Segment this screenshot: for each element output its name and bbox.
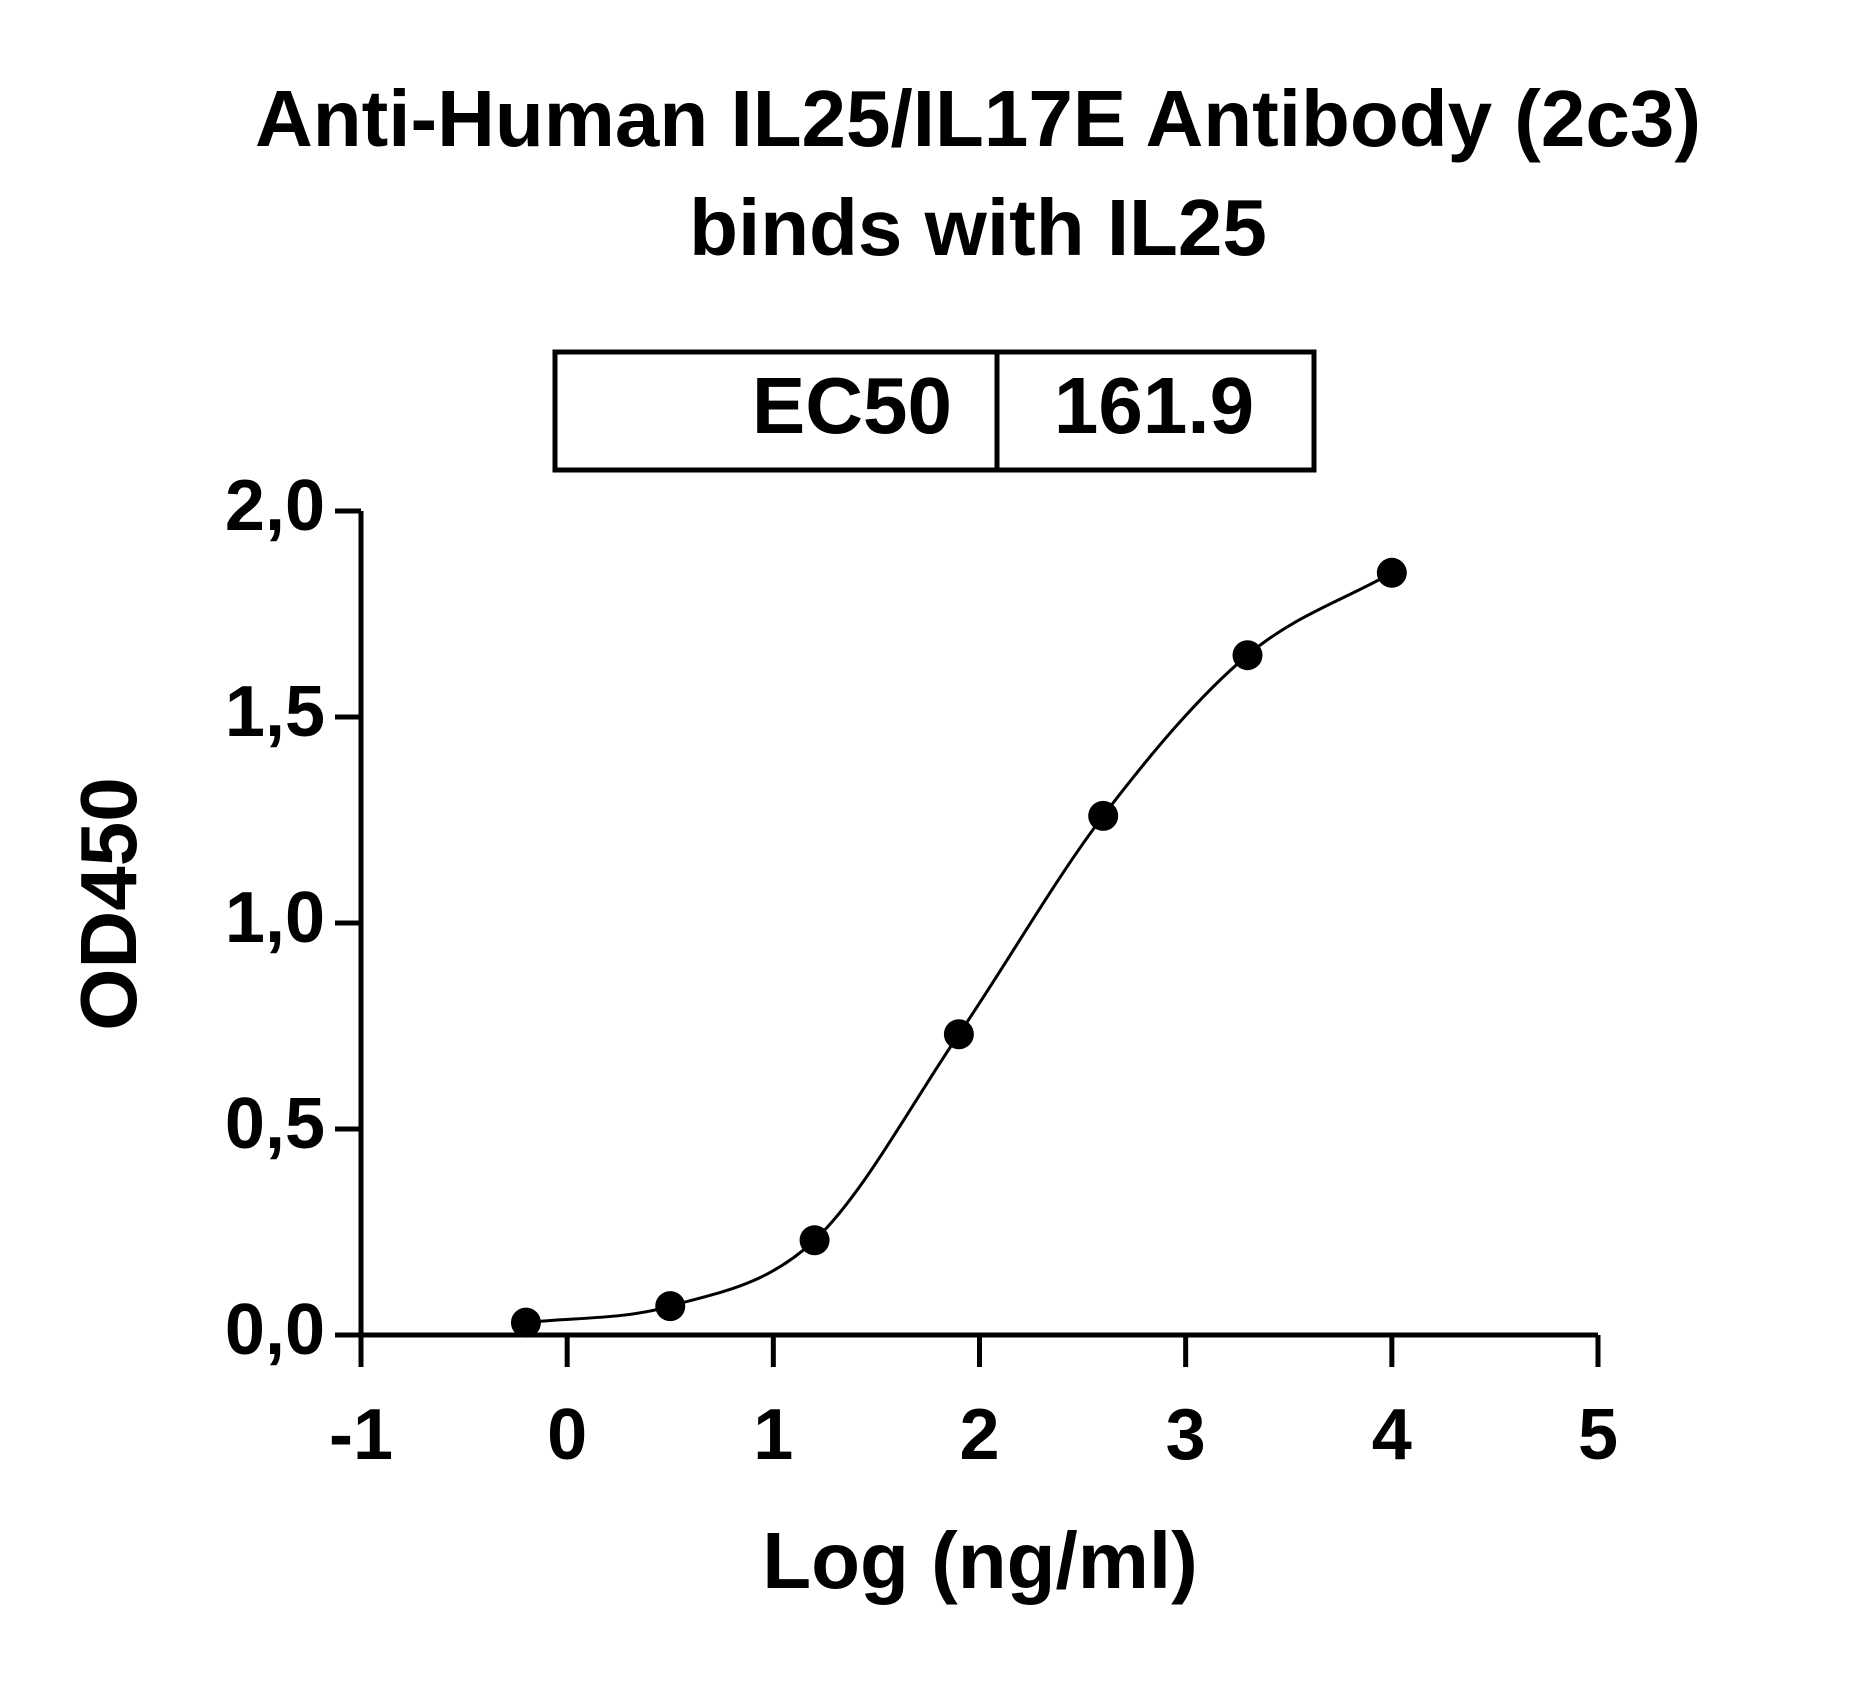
chart-title: Anti-Human IL25/IL17E Antibody (2c3) [255,74,1701,163]
x-tick-label: 1 [753,1395,793,1475]
ec50-label: EC50 [752,361,952,450]
data-point [510,1307,541,1338]
x-tick-label: 2 [959,1395,999,1475]
data-point [1376,557,1407,588]
y-tick-label: 2,0 [225,466,325,546]
y-axis-label: OD450 [64,777,153,1030]
y-tick-label: 1,5 [225,672,325,752]
y-tick-label: 1,0 [225,878,325,958]
data-point [799,1225,830,1256]
ec50-value: 161.9 [1054,361,1254,450]
x-tick-label: -1 [329,1395,393,1475]
data-point [1088,800,1119,831]
y-tick-label: 0,0 [225,1290,325,1370]
chart-title: binds with IL25 [689,183,1267,272]
data-point [655,1291,686,1322]
data-point [1232,640,1263,671]
x-tick-label: 4 [1372,1395,1412,1475]
fit-curve [525,571,1393,1325]
x-tick-label: 5 [1578,1395,1618,1475]
ec50-table [552,349,1317,473]
y-tick-label: 0,5 [225,1084,325,1164]
data-point [943,1019,974,1050]
x-axis-label: Log (ng/ml) [762,1516,1197,1605]
x-tick-label: 3 [1166,1395,1206,1475]
x-tick-label: 0 [547,1395,587,1475]
